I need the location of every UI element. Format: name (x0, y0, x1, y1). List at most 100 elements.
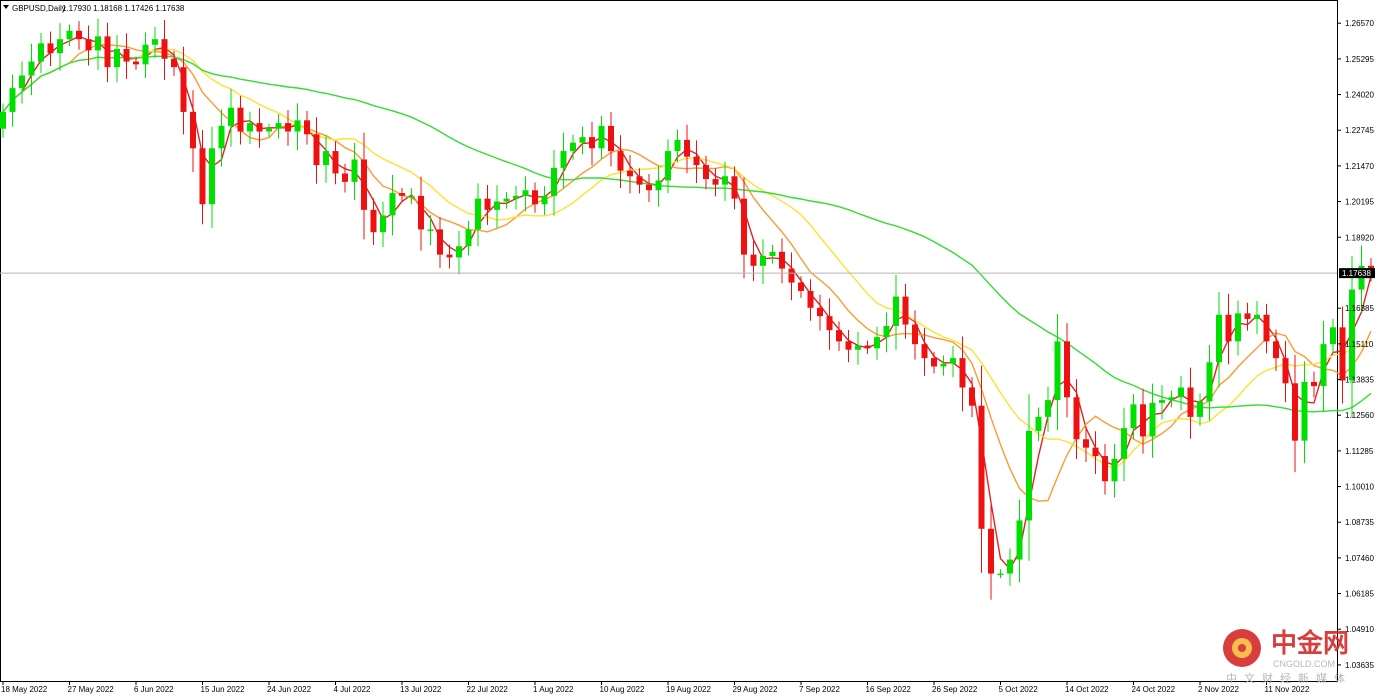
candle-body (950, 358, 956, 364)
candle (370, 198, 377, 245)
candle-body (1311, 381, 1317, 387)
candle-body (665, 151, 671, 181)
candle (788, 252, 795, 301)
price-tick-label: 1.26570 (1345, 19, 1374, 28)
candle (408, 188, 415, 205)
candle-body (570, 142, 576, 152)
candle-body (1111, 458, 1118, 482)
candle-body (1263, 314, 1270, 342)
candle-body (1007, 559, 1013, 574)
candle-body (418, 195, 424, 230)
candle-body (788, 268, 795, 283)
price-tick-label: 1.13835 (1345, 376, 1374, 385)
candle-body (969, 387, 975, 406)
candle (636, 168, 643, 194)
candle-body (1235, 313, 1241, 342)
candle (361, 132, 367, 240)
candle (1045, 386, 1051, 432)
candle (1187, 367, 1194, 439)
candle (427, 215, 434, 246)
price-tick-label: 1.16385 (1345, 304, 1374, 313)
candle-body (0, 111, 6, 129)
time-tick-label: 24 Oct 2022 (1132, 685, 1176, 694)
candle-body (237, 107, 244, 132)
candle (123, 33, 130, 79)
price-tick-label: 1.25295 (1345, 55, 1374, 64)
price-tick-label: 1.15110 (1345, 340, 1374, 349)
candle-body (123, 48, 130, 62)
candle (494, 185, 500, 228)
candle (228, 88, 234, 147)
candle-body (76, 30, 82, 40)
candle-body (28, 61, 35, 76)
watermark: 中金网 CNGOLD.COM 中文财经新媒体 (1223, 628, 1349, 685)
candle (1339, 306, 1346, 404)
candle (1054, 314, 1061, 431)
candle-body (1073, 397, 1080, 440)
candle (940, 355, 947, 376)
candle-body (1197, 401, 1203, 417)
candle (104, 22, 111, 83)
candle-body (408, 195, 415, 198)
candle-body (1149, 402, 1156, 437)
candle-body (104, 36, 111, 68)
candle-body (959, 358, 966, 388)
time-tick-label: 5 Oct 2022 (999, 685, 1039, 694)
candle (674, 129, 681, 163)
candle-body (484, 198, 491, 210)
candle (0, 103, 6, 138)
candle-body (95, 36, 101, 51)
candle-body (1121, 428, 1127, 459)
candle (47, 31, 54, 67)
candle (1083, 426, 1089, 462)
candle-body (940, 363, 947, 367)
candle (1007, 548, 1013, 586)
candle-body (1054, 341, 1061, 401)
candle (693, 140, 700, 184)
candle-body (1159, 400, 1165, 403)
time-tick-label: 24 Jun 2022 (267, 685, 312, 694)
candle-body (589, 137, 595, 149)
candle-body (85, 39, 92, 51)
candle-body (551, 167, 557, 196)
dropdown-triangle-icon[interactable] (3, 5, 9, 9)
candle (152, 26, 158, 59)
time-tick-label: 14 Oct 2022 (1065, 685, 1109, 694)
candle (1178, 375, 1184, 411)
candle (798, 276, 804, 298)
candle (1092, 431, 1099, 475)
candle-body (389, 193, 396, 216)
time-tick-label: 11 Nov 2022 (1265, 685, 1310, 694)
candle-body (1064, 341, 1070, 398)
candle (418, 176, 424, 251)
price-tick-label: 1.20195 (1345, 198, 1374, 207)
candle (950, 345, 956, 378)
candle-body (190, 111, 196, 149)
candle-body (1140, 404, 1146, 437)
candle-body (1349, 289, 1355, 381)
candle (541, 186, 548, 215)
candle (646, 174, 652, 202)
candle (741, 177, 747, 279)
price-tick-label: 1.06185 (1345, 590, 1374, 599)
price-tick-label: 1.03635 (1345, 661, 1374, 670)
price-tick-label: 1.08735 (1345, 518, 1374, 527)
candle (1026, 394, 1032, 561)
brand-logo-core (1238, 644, 1246, 652)
candle (731, 166, 738, 210)
candle (560, 132, 567, 189)
candle-body (209, 148, 215, 205)
candle (199, 130, 206, 225)
candle-body (826, 316, 833, 331)
time-tick-label: 19 Aug 2022 (666, 685, 711, 694)
candle-body (874, 337, 880, 349)
candle (722, 161, 728, 201)
candle-body (978, 405, 985, 529)
candle (1330, 318, 1336, 354)
price-tick-label: 1.24020 (1345, 91, 1374, 100)
candle-body (513, 195, 519, 199)
candle (617, 135, 624, 189)
candle (1254, 301, 1260, 334)
